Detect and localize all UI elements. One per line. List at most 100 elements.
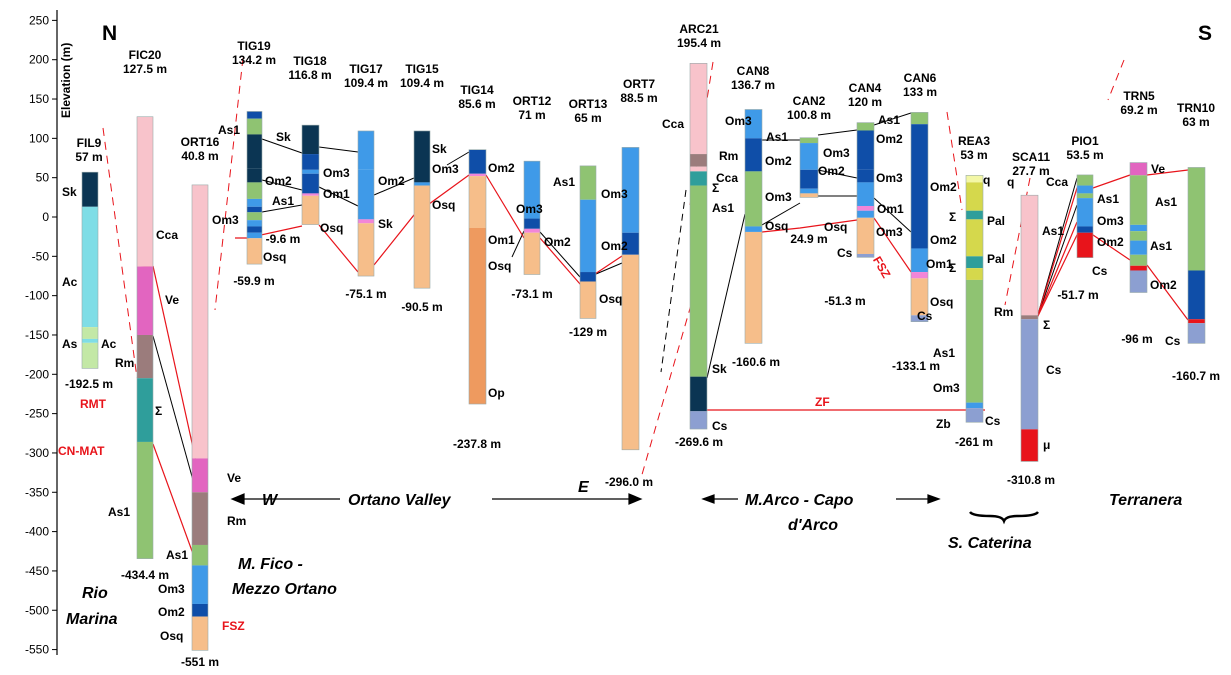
- unit-label: Cs: [1165, 334, 1181, 348]
- layer-osq: [192, 616, 208, 651]
- borehole-outline: [965, 175, 984, 423]
- well-label-tig18: TIG18: [293, 54, 327, 68]
- well-top-ort13: 65 m: [574, 111, 601, 125]
- fault-label-rmt: RMT: [80, 397, 107, 411]
- layer-as1: [1188, 167, 1205, 271]
- unit-label: Ve: [227, 471, 241, 485]
- layer-om3: [247, 232, 262, 239]
- section-ortano: Ortano Valley: [348, 492, 452, 509]
- layer-as1: [247, 118, 262, 135]
- well-labels: FIL9 57 m -192.5 m FIC20 127.5 m -434.4 …: [65, 22, 1220, 669]
- unit-label: As1: [218, 123, 240, 137]
- unit-label: Om2: [876, 132, 903, 146]
- unit-label: Cs: [837, 246, 853, 260]
- well-bottom-can8: -160.6 m: [732, 355, 780, 369]
- layer-as: [82, 342, 98, 369]
- layer-rm: [192, 492, 208, 545]
- unit-label: Sk: [378, 217, 393, 231]
- unit-label: Rm: [994, 305, 1013, 319]
- unit-label: As1: [272, 194, 294, 208]
- well-top-ort12: 71 m: [518, 108, 545, 122]
- layer-as1: [1130, 231, 1147, 241]
- borehole-outline: [523, 160, 541, 275]
- layer-osq: [302, 195, 319, 225]
- well-label-can6: CAN6: [904, 71, 937, 85]
- layer-as: [82, 327, 98, 339]
- axis-tick-label: -500: [25, 603, 49, 617]
- section-terranera: Terranera: [1109, 492, 1182, 509]
- layer-om3: [302, 169, 319, 174]
- unit-label: Om3: [933, 381, 960, 395]
- unit-labels: Sk Ac As Ac Rm Cca Ve Σ As1 Ve Rm As1 Om…: [62, 113, 1181, 643]
- layer-osq: [247, 238, 262, 265]
- unit-label: Σ: [949, 210, 956, 224]
- layer-as1: [857, 122, 874, 131]
- well-top-can2: 100.8 m: [787, 108, 831, 122]
- unit-label: Om2: [601, 239, 628, 253]
- unit-label: Om1: [877, 202, 904, 216]
- layer-q: [966, 175, 983, 183]
- layer-om3: [857, 182, 874, 206]
- unit-label: Ve: [165, 293, 179, 307]
- well-bottom-rea3: -261 m: [955, 435, 993, 449]
- unit-label: Om2: [158, 605, 185, 619]
- layer-om3: [524, 161, 540, 219]
- well-bottom-pio1: -51.7 m: [1057, 288, 1098, 302]
- layer-om2: [192, 603, 208, 617]
- unit-label: Zb: [936, 417, 951, 431]
- borehole-outline: [357, 130, 375, 277]
- unit-label: Osq: [432, 198, 455, 212]
- well-bottom-fil9: -192.5 m: [65, 377, 113, 391]
- borehole-outline: [301, 124, 320, 225]
- layer-om2: [580, 272, 596, 282]
- layer-sk: [302, 125, 319, 155]
- axis-tick-label: -150: [25, 328, 49, 342]
- layer-sk: [247, 168, 262, 183]
- layer-sk: [247, 134, 262, 169]
- layer-as1: [247, 212, 262, 221]
- well-bottom-trn5: -96 m: [1121, 332, 1152, 346]
- well-label-fic20: FIC20: [129, 48, 162, 62]
- unit-label: Sk: [276, 130, 291, 144]
- unit-label: Cca: [1046, 175, 1068, 189]
- axis-tick-label: 250: [29, 13, 49, 27]
- unit-label: As1: [1097, 192, 1119, 206]
- axis-tick-label: -350: [25, 485, 49, 499]
- well-label-trn5: TRN5: [1123, 89, 1155, 103]
- layer-ve: [137, 266, 153, 335]
- layer-om2: [247, 206, 262, 213]
- axis-tick-label: -50: [32, 249, 50, 263]
- well-label-ort16: ORT16: [181, 135, 220, 149]
- axis-tick-label: 100: [29, 131, 49, 145]
- well-top-tig15: 109.4 m: [400, 76, 444, 90]
- well-top-tig18: 116.8 m: [288, 68, 331, 82]
- north-label: N: [102, 22, 117, 45]
- borehole-columns: [81, 63, 1206, 651]
- borehole-outline: [689, 63, 708, 430]
- layer-om3: [745, 226, 762, 232]
- unit-label: Cca: [156, 228, 178, 242]
- layer-ve: [192, 458, 208, 493]
- fault-label-cnmat: CN-MAT: [58, 444, 105, 458]
- axis-title: Elevation (m): [59, 43, 73, 118]
- well-bottom-can4: -51.3 m: [824, 294, 865, 308]
- layer-cs: [690, 411, 707, 430]
- layer-cca: [137, 116, 153, 267]
- layer-om2: [800, 169, 818, 189]
- well-bottom-ort13: -129 m: [569, 325, 607, 339]
- layer-om2: [911, 124, 928, 249]
- well-bottom-tig19: -59.9 m: [233, 274, 274, 288]
- unit-label: Om2: [378, 174, 405, 188]
- unit-label: Osq: [930, 295, 953, 309]
- well-label-ort7: ORT7: [623, 77, 655, 91]
- layer-osq: [469, 176, 486, 229]
- well-top-tig14: 85.6 m: [458, 97, 495, 111]
- well-bottom-tig18: -9.6 m: [266, 232, 301, 246]
- unit-label: Osq: [160, 629, 183, 643]
- layer-mu: [1188, 319, 1205, 324]
- section-labels: W Ortano Valley E M.Arco - Capo d'Arco S…: [66, 479, 1182, 628]
- unit-label: Om3: [516, 202, 543, 216]
- well-bottom-arc21: -269.6 m: [675, 435, 723, 449]
- well-top-sca11: 27.7 m: [1012, 164, 1049, 178]
